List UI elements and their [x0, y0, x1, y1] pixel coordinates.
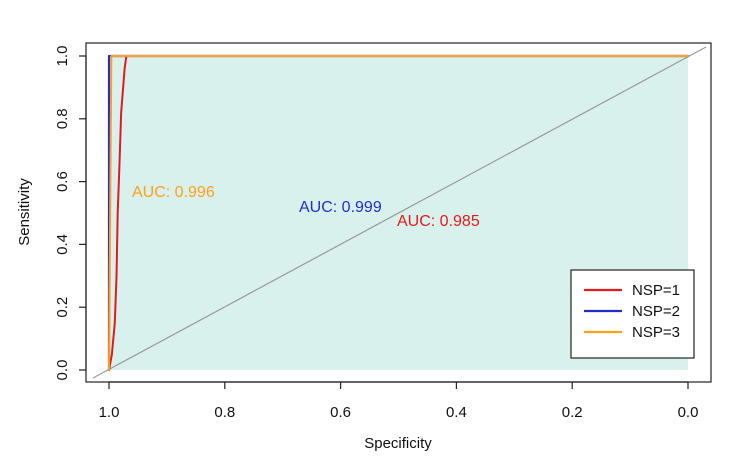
x-tick-label-2: 0.6 — [330, 404, 351, 421]
nsp-3-auc-label: AUC: 0.996 — [132, 184, 215, 201]
y-tick-label-0: 0.0 — [54, 360, 71, 381]
reference-diagonal-line — [92, 46, 707, 379]
x-tick-label-3: 0.4 — [446, 404, 467, 421]
x-tick-label-5: 0.0 — [678, 404, 699, 421]
nsp-3-legend-label: NSP=3 — [632, 324, 680, 341]
nsp-1-legend-label: NSP=1 — [632, 282, 680, 299]
y-tick-label-1: 0.2 — [54, 297, 71, 318]
x-tick-label-0: 1.0 — [99, 404, 120, 421]
y-axis-title: Sensitivity — [16, 178, 33, 246]
x-axis-title: Specificity — [364, 435, 432, 452]
labels-layer: 0.0 0.2 0.4 0.6 0.8 1.0 1.0 0.8 0.6 0.4 0.2 0.0 Spec… — [16, 46, 698, 452]
y-tick-label-4: 0.8 — [54, 108, 71, 129]
nsp-2-auc-label: AUC: 0.999 — [299, 199, 382, 216]
y-tick-label-2: 0.4 — [54, 234, 71, 255]
x-tick-label-1: 0.8 — [214, 404, 235, 421]
nsp-1-series-line — [108, 55, 689, 371]
x-tick-label-4: 0.2 — [562, 404, 583, 421]
y-tick-label-3: 0.6 — [54, 171, 71, 192]
series-layer — [107, 54, 690, 372]
nsp-1-auc-label: AUC: 0.985 — [397, 213, 480, 230]
legend-layer: NSP=1 NSP=2 NSP=3 — [570, 269, 695, 359]
nsp-3-series-line — [108, 55, 689, 371]
reference-line-layer — [92, 46, 707, 379]
axes-layer — [79, 55, 689, 389]
nsp-2-legend-label: NSP=2 — [632, 303, 680, 320]
legend-box — [570, 269, 695, 359]
y-tick-label-5: 1.0 — [54, 46, 71, 67]
